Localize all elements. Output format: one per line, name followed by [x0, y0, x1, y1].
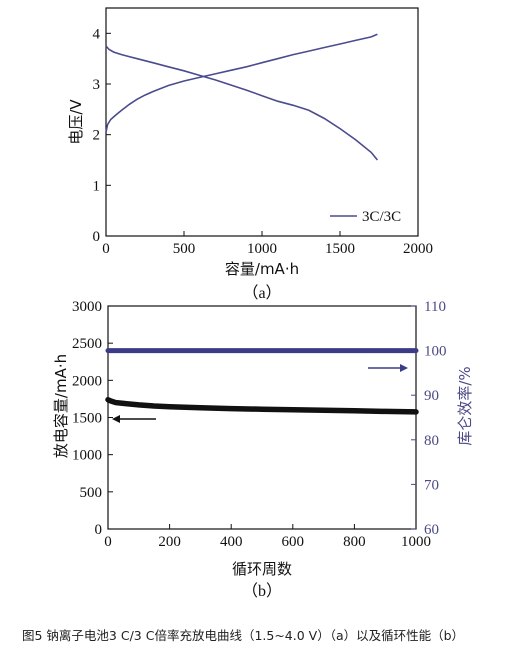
panel-b-y-right-axis-title: 库仑效率/%	[456, 366, 474, 445]
panel-b-cycling-performance: 0 200 400 600 800 1000 0 500 1000 1500 2000 2500 30…	[52, 299, 474, 600]
x-tick-label: 1000	[247, 241, 277, 257]
y-tick-label: 4	[93, 26, 101, 42]
x-tick-label: 1500	[325, 241, 355, 257]
x-tick-label: 1000	[401, 534, 431, 550]
panel-a-label: （a）	[242, 284, 281, 302]
discharge-curve	[105, 45, 379, 161]
y-left-tick-label: 3000	[72, 299, 102, 315]
y-left-tick-label: 500	[80, 485, 103, 501]
x-tick-label: 2000	[403, 241, 433, 257]
legend-label: 3C/3C	[362, 209, 401, 225]
y-tick-label: 2	[93, 128, 101, 144]
panel-b-x-ticks: 0 200 400 600 800 1000	[104, 524, 431, 550]
y-right-tick-label: 110	[424, 299, 446, 315]
y-left-tick-label: 2500	[72, 336, 102, 352]
x-tick-label: 0	[104, 534, 112, 550]
x-tick-label: 0	[102, 241, 110, 257]
panel-a-y-ticks: 0 1 2 3 4	[93, 26, 111, 245]
y-right-tick-label: 90	[424, 388, 439, 404]
panel-b-plot-frame	[107, 305, 417, 530]
panel-a-plot-frame	[105, 7, 419, 237]
x-tick-label: 500	[173, 241, 196, 257]
x-tick-label: 600	[282, 534, 305, 550]
y-tick-label: 0	[93, 229, 101, 245]
panel-a-x-ticks: 0 500 1000 1500 2000	[102, 231, 433, 257]
x-tick-label: 800	[343, 534, 366, 550]
panel-a-x-axis-title: 容量/mA·h	[225, 260, 299, 278]
y-right-tick-label: 60	[424, 522, 439, 538]
y-left-tick-label: 1000	[72, 448, 102, 464]
charge-curve	[105, 33, 378, 133]
panel-a-y-axis-title: 电压/V	[67, 99, 85, 145]
panel-b-y-left-ticks: 0 500 1000 1500 2000 2500 3000	[72, 299, 113, 538]
x-tick-label: 200	[158, 534, 181, 550]
figure-caption: 图5 钠离子电池3 C/3 C倍率充放电曲线（1.5~4.0 V）（a）以及循环…	[22, 628, 465, 643]
discharge-capacity-series	[105, 396, 419, 415]
panel-b-series	[105, 348, 419, 415]
y-right-tick-label: 70	[424, 477, 439, 493]
y-left-tick-label: 1500	[72, 411, 102, 427]
y-left-tick-label: 2000	[72, 373, 102, 389]
y-tick-label: 3	[93, 77, 101, 93]
panel-b-y-left-axis-title: 放电容量/mA·h	[52, 354, 70, 458]
arrow-to-right-axis	[368, 364, 408, 372]
panel-b-label: （b）	[242, 582, 282, 600]
panel-a-curves	[105, 33, 379, 161]
y-right-tick-label: 80	[424, 433, 439, 449]
y-tick-label: 1	[93, 178, 101, 194]
panel-b-x-axis-title: 循环周数	[232, 560, 292, 578]
panel-a-voltage-capacity: 0 500 1000 1500 2000 0 1 2 3 4 3C/3C 容量/mA·h 电压/…	[67, 7, 433, 302]
panel-b-y-right-ticks: 60 70 80 90 100 110	[411, 299, 447, 538]
arrow-to-left-axis	[112, 415, 156, 423]
x-tick-label: 400	[220, 534, 243, 550]
y-left-tick-label: 0	[95, 522, 103, 538]
y-right-tick-label: 100	[424, 344, 447, 360]
